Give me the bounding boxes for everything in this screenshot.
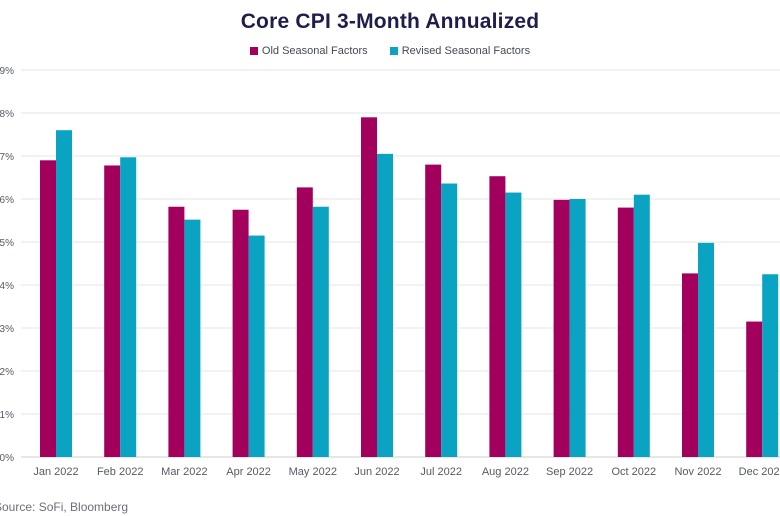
bar-revised-seasonal: [698, 242, 714, 457]
bar-revised-seasonal: [312, 206, 329, 457]
bar-old-seasonal: [746, 321, 763, 457]
bar-revised-seasonal: [184, 219, 201, 457]
bar-revised-seasonal: [569, 199, 586, 457]
bar-revised-seasonal: [633, 194, 650, 457]
x-tick-label: Feb 2022: [97, 466, 143, 478]
bar-old-seasonal: [553, 199, 570, 458]
bar-old-seasonal: [617, 207, 634, 457]
y-tick-label: 5%: [0, 238, 14, 249]
bar-old-seasonal: [40, 160, 56, 458]
legend-swatch-revised: [389, 47, 398, 55]
x-tick-label: Apr 2022: [226, 466, 271, 478]
legend-swatch-old: [249, 47, 258, 55]
legend: Old Seasonal Factors Revised Seasonal Fa…: [0, 45, 780, 57]
y-tick-label: 7%: [0, 152, 14, 163]
bar-revised-seasonal: [762, 274, 779, 457]
legend-item-revised: Revised Seasonal Factors: [389, 45, 531, 57]
y-tick-label: 3%: [0, 324, 14, 335]
bar-old-seasonal: [296, 187, 313, 457]
x-tick-label: Nov 2022: [674, 466, 721, 478]
x-tick-label: Jun 2022: [354, 466, 399, 478]
y-tick-label: 2%: [0, 367, 14, 378]
x-tick-label: Oct 2022: [611, 466, 656, 478]
bar-revised-seasonal: [56, 130, 72, 457]
bar-old-seasonal: [168, 206, 185, 457]
x-tick-label: Dec 2022: [739, 466, 780, 478]
bar-old-seasonal: [425, 164, 442, 457]
bar-old-seasonal: [232, 209, 249, 457]
y-tick-label: 6%: [0, 195, 14, 206]
bar-revised-seasonal: [248, 235, 265, 457]
y-tick-label: 4%: [0, 281, 14, 292]
chart-title: Core CPI 3-Month Annualized: [240, 10, 540, 33]
source-note: Source: SoFi, Bloomberg: [0, 500, 129, 514]
y-tick-label: 8%: [0, 109, 14, 120]
x-tick-label: Jan 2022: [33, 466, 78, 478]
y-tick-label: 1%: [0, 410, 14, 421]
bar-revised-seasonal: [120, 157, 137, 458]
x-tick-label: Jul 2022: [420, 466, 462, 478]
bar-old-seasonal: [361, 117, 377, 458]
x-tick-label: Aug 2022: [482, 466, 529, 478]
x-tick-label: Mar 2022: [161, 466, 207, 478]
x-tick-label: May 2022: [289, 466, 337, 478]
bar-revised-seasonal: [505, 192, 522, 458]
legend-label-old: Old Seasonal Factors: [261, 45, 368, 57]
bar-old-seasonal: [682, 273, 698, 457]
y-tick-label: 9%: [0, 66, 14, 77]
bar-old-seasonal: [104, 165, 121, 457]
legend-item-old: Old Seasonal Factors: [249, 45, 368, 57]
x-tick-label: Sep 2022: [546, 466, 593, 478]
bar-revised-seasonal: [377, 153, 393, 457]
legend-label-revised: Revised Seasonal Factors: [401, 45, 531, 57]
bar-old-seasonal: [489, 176, 506, 457]
y-tick-label: 0%: [0, 453, 14, 464]
bar-revised-seasonal: [441, 183, 458, 457]
